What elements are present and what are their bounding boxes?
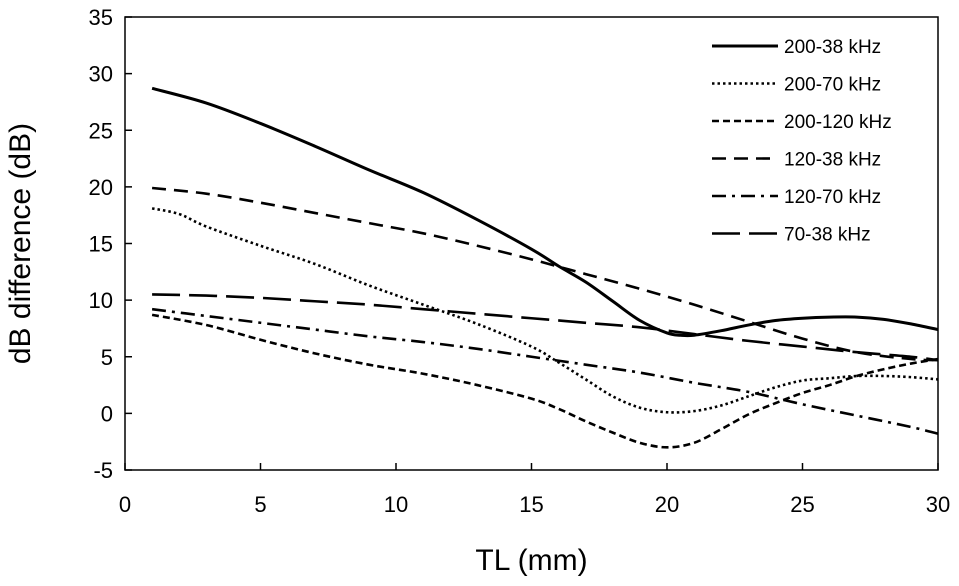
series-line-120-70-khz [151, 307, 939, 436]
x-tick-label: 5 [254, 492, 266, 517]
y-tick-label: 15 [89, 232, 113, 257]
y-tick-label: 5 [101, 345, 113, 370]
y-axis-ticks: -5 0 5 10 15 20 25 30 35 [89, 5, 132, 483]
series-line-120-38-khz [151, 186, 939, 362]
x-tick-label: 20 [655, 492, 679, 517]
y-tick-label: -5 [93, 458, 113, 483]
legend-label: 200-120 kHz [784, 112, 892, 133]
y-tick-label: 35 [89, 5, 113, 30]
x-tick-label: 0 [119, 492, 131, 517]
y-tick-label: 0 [101, 401, 113, 426]
legend-label: 200-70 kHz [784, 75, 881, 96]
x-axis-ticks: 0 5 10 15 20 25 30 [119, 463, 950, 517]
legend: 200-38 kHz 200-70 kHz 200-120 kHz 120-38 kH… [712, 37, 892, 246]
series-line-200-70-khz [151, 207, 939, 414]
legend-label: 120-38 kHz [784, 150, 881, 171]
y-tick-label: 10 [89, 288, 113, 313]
x-axis-title: TL (mm) [475, 544, 587, 577]
y-tick-label: 25 [89, 118, 113, 143]
x-tick-label: 30 [926, 492, 950, 517]
y-tick-label: 30 [89, 62, 113, 87]
y-axis-title: dB difference (dB) [4, 123, 37, 364]
x-tick-label: 25 [790, 492, 814, 517]
legend-label: 70-38 kHz [784, 225, 871, 246]
series-line-70-38-khz [152, 293, 939, 362]
y-tick-label: 20 [89, 175, 113, 200]
series-line-200-120-khz [151, 313, 939, 449]
legend-label: 200-38 kHz [784, 37, 881, 58]
x-tick-label: 10 [384, 492, 408, 517]
x-tick-label: 15 [519, 492, 543, 517]
series-layer [151, 86, 939, 449]
legend-label: 120-70 kHz [784, 187, 881, 208]
